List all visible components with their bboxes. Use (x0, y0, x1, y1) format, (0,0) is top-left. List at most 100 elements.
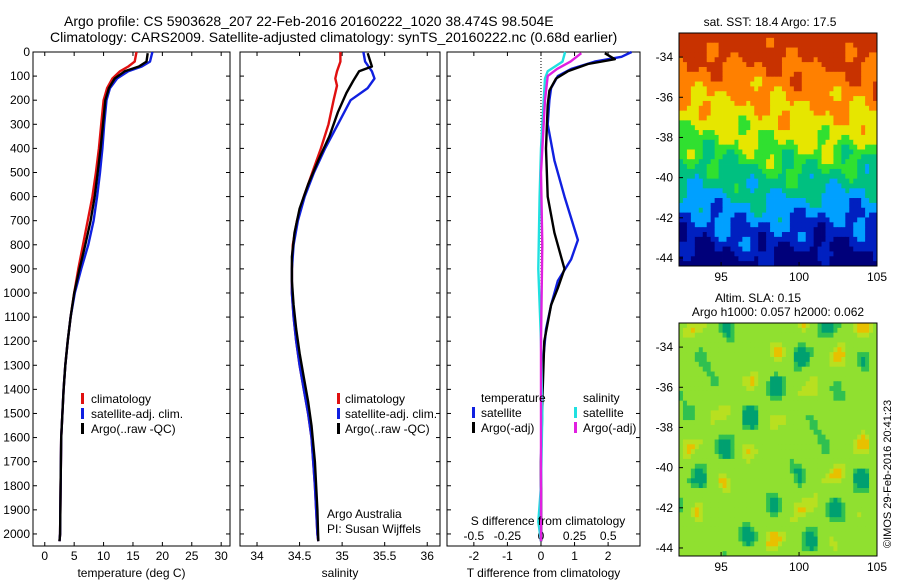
map-cell (718, 178, 723, 184)
map-cell (809, 261, 815, 267)
map-cell (774, 256, 779, 262)
map-cell (837, 193, 842, 199)
map-cell (766, 342, 771, 348)
map-cell (801, 91, 807, 97)
map-cell (833, 42, 838, 48)
map-cell (742, 449, 747, 455)
map-cell (694, 173, 700, 180)
map-cell (766, 125, 771, 131)
map-cell (730, 478, 735, 484)
map-cell (801, 115, 807, 121)
map-cell (865, 52, 870, 58)
map-cell (682, 154, 688, 160)
map-cell (805, 473, 811, 479)
map-cell (869, 120, 874, 126)
map-cell (793, 492, 799, 499)
map-cell (690, 483, 696, 489)
map-cell (865, 502, 870, 508)
map-cell (873, 130, 878, 136)
map-cell (789, 536, 795, 542)
map-cell (825, 356, 830, 363)
map-cell (694, 483, 700, 489)
map-cell (694, 134, 700, 141)
map-cell (789, 96, 795, 102)
map-cell (829, 100, 834, 107)
map-cell (750, 222, 755, 228)
map-cell (785, 424, 791, 431)
map-cell (738, 497, 743, 503)
map-cell (821, 356, 826, 363)
map-cell (706, 96, 712, 102)
map-cell (738, 76, 743, 82)
map-cell (714, 342, 719, 348)
map-cell (809, 251, 815, 257)
map-cell (781, 531, 787, 537)
map-cell (766, 96, 771, 102)
map-cell (682, 188, 688, 194)
map-cell (809, 241, 815, 247)
map-cell (789, 37, 795, 44)
map-cell (825, 323, 830, 329)
map-cell (813, 241, 818, 247)
map-cell (742, 202, 747, 209)
map-cell (849, 517, 854, 523)
map-cell (710, 424, 716, 431)
map-cell (841, 434, 846, 440)
map-cell (750, 198, 755, 204)
map-cell (726, 100, 731, 107)
map-cell (754, 352, 759, 358)
map-cell (841, 420, 846, 426)
map-cell (762, 502, 767, 508)
map-cell (778, 62, 783, 68)
map-cell (825, 246, 830, 252)
map-cell (813, 134, 818, 141)
map-cell (686, 507, 692, 513)
difference-panel: -2 -1 0 1 2-0.5 -0.25 0 0.25 0.5T difference fro… (446, 50, 641, 580)
map-cell (809, 497, 815, 503)
map-cell (829, 207, 834, 213)
map-cell (813, 130, 818, 136)
map-cell (805, 492, 811, 499)
map-cell (789, 361, 795, 368)
map-cell (778, 105, 783, 112)
map-cell (841, 110, 846, 116)
map-cell (754, 420, 759, 426)
map-cell (785, 96, 791, 102)
map-cell (710, 352, 716, 358)
map-cell (742, 130, 747, 136)
map-cell (837, 449, 842, 455)
map-cell (742, 366, 747, 372)
map-cell (758, 232, 763, 238)
map-cell (734, 400, 739, 406)
map-cell (754, 96, 759, 102)
map-cell (754, 236, 759, 243)
map-cell (754, 188, 759, 194)
map-cell (690, 115, 696, 121)
map-cell (682, 81, 688, 87)
map-cell (734, 125, 739, 131)
map-cell (813, 458, 818, 465)
map-cell (746, 251, 751, 257)
map-cell (853, 178, 858, 184)
map-cell (821, 536, 826, 542)
map-cell (750, 76, 755, 82)
series-line-climatology (58, 51, 138, 542)
map-cell (694, 76, 700, 82)
map-cell (833, 429, 838, 436)
map-cell (857, 193, 862, 199)
map-cell (698, 105, 704, 112)
map-cell (805, 517, 811, 523)
map-cell (837, 488, 842, 494)
map-cell (679, 207, 684, 213)
map-cell (702, 371, 708, 377)
legend-label-climatology: climatology (91, 392, 151, 406)
map-cell (698, 168, 704, 175)
map-cell (849, 386, 854, 392)
map-cell (821, 91, 826, 97)
map-cell (829, 531, 834, 537)
map-cell (829, 410, 834, 416)
map-cell (805, 232, 811, 238)
map-cell (857, 256, 862, 262)
map-cell (754, 454, 759, 460)
map-cell (849, 463, 854, 470)
